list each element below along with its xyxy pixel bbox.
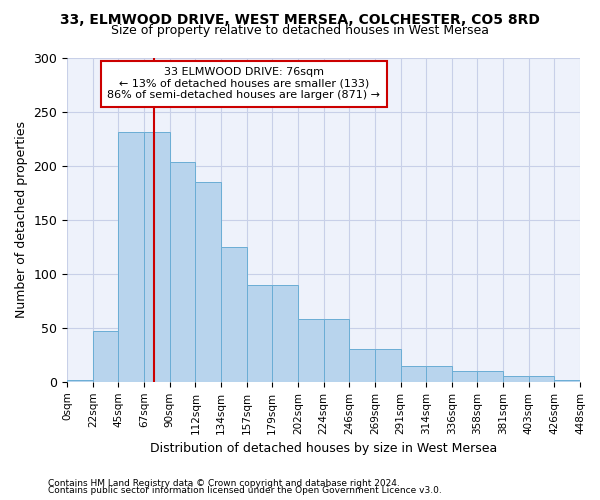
Y-axis label: Number of detached properties: Number of detached properties: [15, 121, 28, 318]
Bar: [426, 366, 452, 382]
Bar: [529, 376, 554, 382]
Bar: [323, 319, 349, 382]
Bar: [401, 366, 426, 382]
Bar: [247, 284, 272, 382]
Text: Size of property relative to detached houses in West Mersea: Size of property relative to detached ho…: [111, 24, 489, 37]
X-axis label: Distribution of detached houses by size in West Mersea: Distribution of detached houses by size …: [150, 442, 497, 455]
Bar: [118, 132, 144, 382]
Text: Contains HM Land Registry data © Crown copyright and database right 2024.: Contains HM Land Registry data © Crown c…: [48, 478, 400, 488]
Bar: [298, 319, 323, 382]
Bar: [196, 182, 221, 382]
Bar: [170, 162, 196, 382]
Bar: [221, 246, 247, 382]
Bar: [144, 132, 170, 382]
Bar: [67, 380, 93, 382]
Bar: [554, 380, 580, 382]
Bar: [349, 350, 375, 382]
Bar: [375, 350, 401, 382]
Bar: [452, 371, 478, 382]
Text: Contains public sector information licensed under the Open Government Licence v3: Contains public sector information licen…: [48, 486, 442, 495]
Text: 33 ELMWOOD DRIVE: 76sqm
← 13% of detached houses are smaller (133)
86% of semi-d: 33 ELMWOOD DRIVE: 76sqm ← 13% of detache…: [107, 67, 380, 100]
Bar: [272, 284, 298, 382]
Bar: [503, 376, 529, 382]
Bar: [478, 371, 503, 382]
Text: 33, ELMWOOD DRIVE, WEST MERSEA, COLCHESTER, CO5 8RD: 33, ELMWOOD DRIVE, WEST MERSEA, COLCHEST…: [60, 12, 540, 26]
Bar: [93, 331, 118, 382]
